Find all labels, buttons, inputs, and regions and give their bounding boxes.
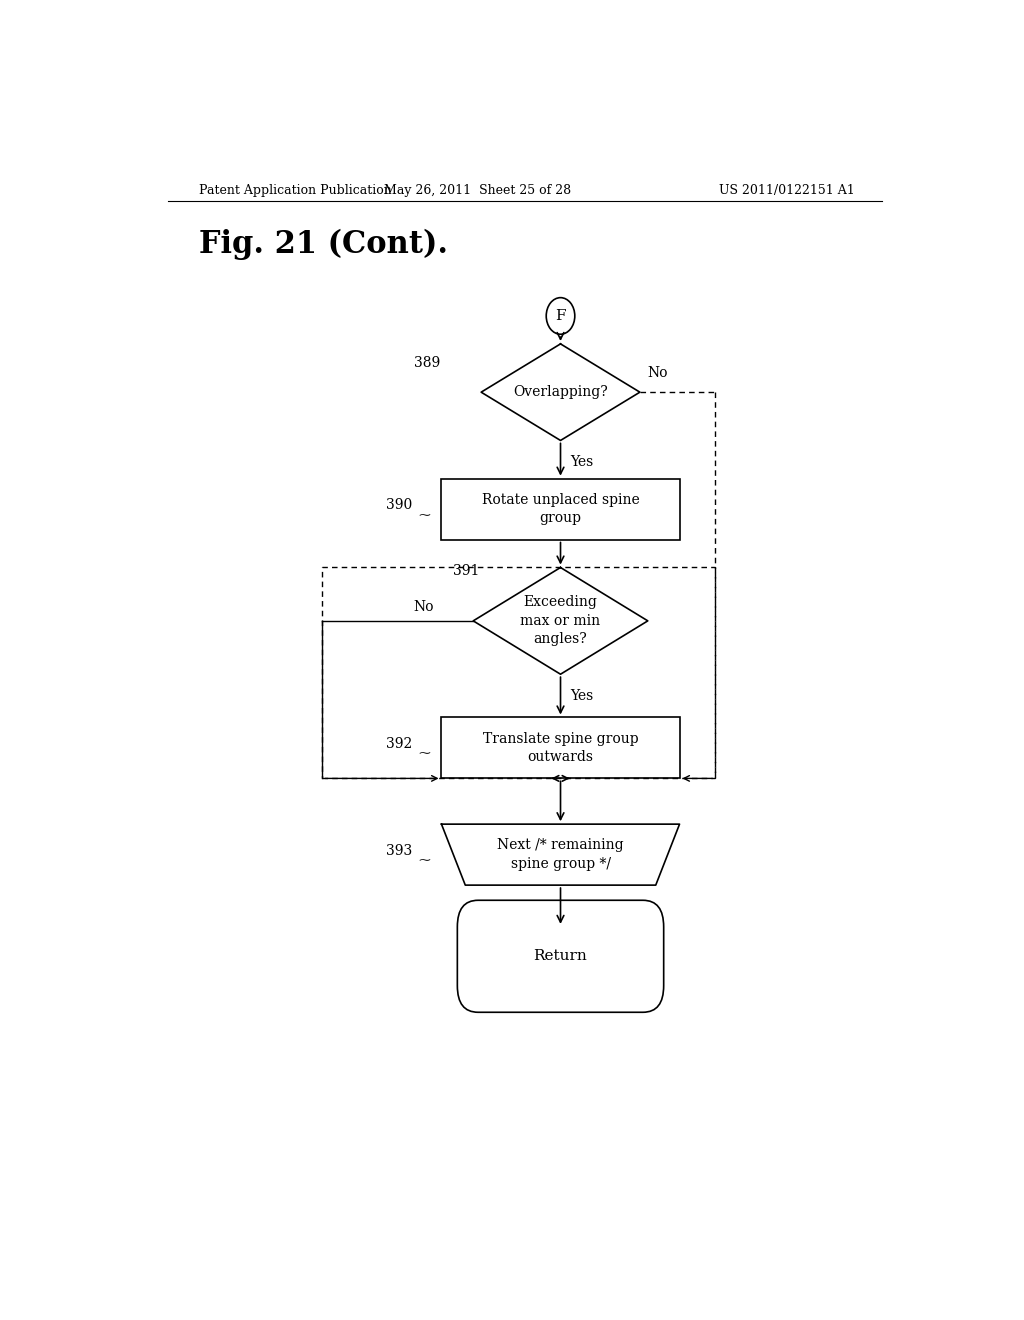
Text: Translate spine group
outwards: Translate spine group outwards [482,731,638,764]
Text: 389: 389 [414,356,440,370]
Text: US 2011/0122151 A1: US 2011/0122151 A1 [719,185,855,198]
Text: Fig. 21 (Cont).: Fig. 21 (Cont). [200,230,449,260]
Text: Rotate unplaced spine
group: Rotate unplaced spine group [481,492,639,525]
Text: ~: ~ [418,851,432,869]
Text: No: No [414,599,434,614]
Text: ~: ~ [418,506,432,523]
Text: Return: Return [534,949,588,964]
Text: Yes: Yes [570,455,593,469]
Text: 391: 391 [454,564,480,578]
Bar [441,479,680,540]
Text: ~: ~ [418,744,432,762]
Text: 392: 392 [386,737,413,751]
Text: 390: 390 [386,498,413,512]
Text: Patent Application Publication: Patent Application Publication [200,185,392,198]
Text: Overlapping?: Overlapping? [513,385,608,399]
Text: F: F [555,309,566,323]
Circle shape [546,297,574,334]
Text: No: No [648,366,669,380]
Polygon shape [481,345,640,441]
Bar [323,568,715,779]
Text: 393: 393 [386,843,413,858]
Text: Yes: Yes [570,689,593,702]
Text: Exceeding
max or min
angles?: Exceeding max or min angles? [520,595,600,647]
Text: May 26, 2011  Sheet 25 of 28: May 26, 2011 Sheet 25 of 28 [384,185,570,198]
Polygon shape [441,824,680,886]
Bar [441,718,680,779]
Text: Next /* remaining
spine group */: Next /* remaining spine group */ [498,838,624,871]
Polygon shape [473,568,648,675]
FancyBboxPatch shape [458,900,664,1012]
